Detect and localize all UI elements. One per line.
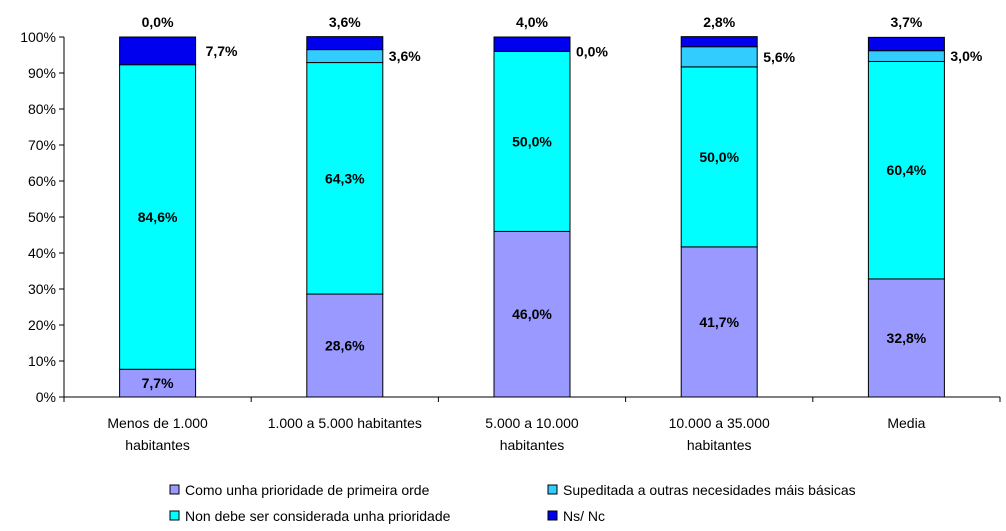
bar-segment (867, 278, 945, 398)
y-tick-label: 60% (28, 173, 56, 189)
data-label: 4,0% (516, 14, 548, 30)
data-label: 3,7% (890, 14, 922, 30)
y-tick-label: 30% (28, 281, 56, 297)
x-category-label-line: habitantes (125, 437, 190, 453)
legend-swatch (169, 484, 180, 495)
y-tick-label: 50% (28, 209, 56, 225)
x-category-label-line: Menos de 1.000 (107, 415, 208, 431)
data-label: 60,4% (887, 162, 927, 178)
data-label: 3,6% (329, 14, 361, 30)
bar-segment (493, 230, 571, 398)
legend-swatch (547, 510, 558, 521)
bar-segment (306, 49, 384, 64)
bar-segment (867, 36, 945, 52)
x-category-label-line: Media (887, 415, 925, 431)
x-category-label: Media (887, 415, 925, 431)
legend-swatch (547, 484, 558, 495)
y-tick-label: 90% (28, 65, 56, 81)
data-label: 32,8% (887, 330, 927, 346)
data-label: 2,8% (703, 14, 735, 30)
x-category-label: 5.000 a 10.000 habitantes (485, 415, 579, 453)
data-label: 28,6% (325, 338, 365, 354)
bar-segment (867, 50, 945, 62)
x-category-label-line: 1.000 a 5.000 habitantes (268, 415, 422, 431)
axes-group: 0% 10% 20% 30% 40% 50% 60% 70% 80% 90% 100% (20, 29, 1001, 405)
x-category-label: 10.000 a 35.000 habitantes (669, 415, 770, 453)
bar-segment (306, 293, 384, 398)
legend: Como unha prioridade de primeira orde Sup… (169, 482, 856, 524)
y-tick-label: 20% (28, 317, 56, 333)
data-label: 50,0% (512, 133, 552, 149)
y-tick-label: 10% (28, 353, 56, 369)
data-label: 7,7% (206, 43, 238, 59)
y-tick-label: 100% (20, 29, 56, 45)
x-category-label-line: 5.000 a 10.000 (485, 415, 579, 431)
bar-segment (306, 36, 384, 51)
bar-segment (680, 66, 758, 248)
x-category-label: 1.000 a 5.000 habitantes (268, 415, 422, 431)
legend-swatch (169, 510, 180, 521)
y-tick-label: 40% (28, 245, 56, 261)
legend-label: Como unha prioridade de primeira orde (185, 482, 430, 498)
data-label: 0,0% (576, 43, 608, 59)
bar-segment (680, 246, 758, 398)
x-category-label-line: 10.000 a 35.000 (669, 415, 770, 431)
bar-segment (306, 62, 384, 295)
data-label: 0,0% (142, 14, 174, 30)
bar-segment (119, 36, 197, 66)
y-tick-label: 80% (28, 101, 56, 117)
y-tick-label: 70% (28, 137, 56, 153)
bars-group (119, 36, 945, 398)
data-label: 3,0% (950, 48, 982, 64)
data-label: 46,0% (512, 306, 552, 322)
bar-segment (680, 46, 758, 68)
legend-label: Ns/ Nc (563, 508, 605, 524)
data-label: 64,3% (325, 170, 365, 186)
category-labels-group: Menos de 1.000 habitantes 1.000 a 5.000 ha… (107, 415, 925, 453)
legend-label: Supeditada a outras necesidades máis bás… (563, 482, 856, 498)
data-labels-group: 7,7% 84,6% 0,0% 7,7% 28,6% 64,3% 3,6% 3,6% 46,0%… (138, 14, 983, 391)
data-label: 41,7% (699, 314, 739, 330)
y-tick-label: 0% (36, 389, 56, 405)
bar-segment (867, 60, 945, 280)
bar-segment (119, 64, 197, 370)
bar-segment (493, 36, 571, 52)
data-label: 7,7% (142, 375, 174, 391)
data-label: 3,6% (389, 48, 421, 64)
data-label: 5,6% (763, 49, 795, 65)
bar-segment (493, 50, 571, 232)
data-label: 84,6% (138, 209, 178, 225)
bar-segment (119, 368, 197, 398)
bar-segment (680, 36, 758, 48)
data-label: 50,0% (699, 149, 739, 165)
x-category-label: Menos de 1.000 habitantes (107, 415, 208, 453)
legend-label: Non debe ser considerada unha prioridade (185, 508, 451, 524)
x-category-label-line: habitantes (500, 437, 565, 453)
x-category-label-line: habitantes (687, 437, 752, 453)
